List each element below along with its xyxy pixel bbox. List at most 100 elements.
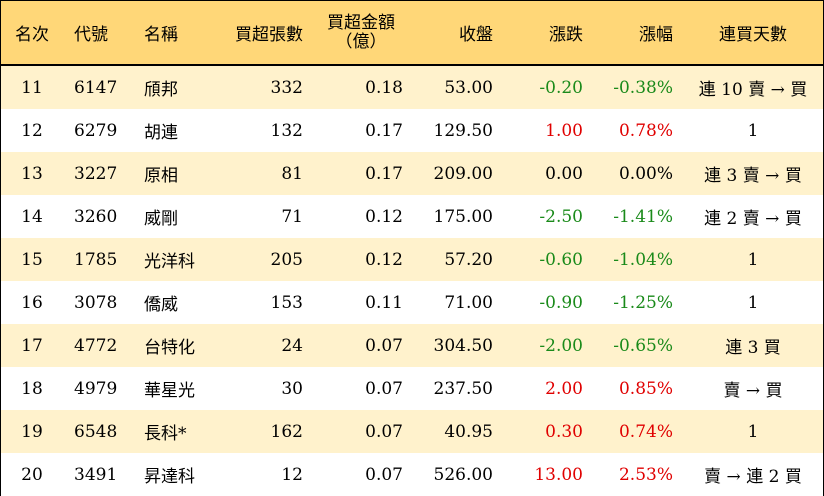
table-row: 20 3491 昇達科 12 0.07 526.00 13.00 2.53% 賣 → 連 2 買 xyxy=(1,453,823,496)
table-row: 15 1785 光洋科 205 0.12 57.20 -0.60 -1.04% 1 xyxy=(1,238,823,281)
change-pct-cell: -0.38% xyxy=(613,77,673,98)
close-cell: 71.00 xyxy=(444,292,493,313)
close-cell: 526.00 xyxy=(433,464,493,485)
close-cell: 57.20 xyxy=(444,249,493,270)
header-rank: 名次 xyxy=(15,25,49,45)
net-buy-lots-cell: 162 xyxy=(270,421,303,442)
header-net-buy-lots: 買超張數 xyxy=(235,25,303,45)
header-net-buy-amount-line1: 買超金額 xyxy=(327,12,395,33)
change-cell: 13.00 xyxy=(534,464,583,485)
table-row: 16 3078 僑威 153 0.11 71.00 -0.90 -1.25% 1 xyxy=(1,281,823,324)
change-pct-cell: -1.04% xyxy=(613,249,673,270)
rank-cell: 12 xyxy=(21,120,43,141)
change-pct-cell: -0.65% xyxy=(613,335,673,356)
net-buy-amount-cell: 0.12 xyxy=(365,206,403,227)
consecutive-days-cell: 1 xyxy=(747,249,759,270)
name-cell: 胡連 xyxy=(144,123,178,143)
table-row: 14 3260 威剛 71 0.12 175.00 -2.50 -1.41% 連 2 賣 → 買 xyxy=(1,195,823,238)
net-buy-amount-cell: 0.17 xyxy=(365,163,403,184)
consecutive-days-cell: 賣 → 買 xyxy=(723,381,783,401)
consecutive-days-cell: 連 10 賣 → 買 xyxy=(698,80,808,100)
net-buy-amount-cell: 0.07 xyxy=(365,335,403,356)
close-cell: 304.50 xyxy=(433,335,493,356)
change-cell: 0.30 xyxy=(545,421,583,442)
code-cell: 6548 xyxy=(74,421,118,442)
name-cell: 昇達科 xyxy=(144,467,195,487)
net-buy-amount-cell: 0.07 xyxy=(365,464,403,485)
header-code: 代號 xyxy=(74,25,108,45)
consecutive-days-cell: 連 3 賣 → 買 xyxy=(704,166,802,186)
change-pct-cell: 0.74% xyxy=(618,421,673,442)
table-row: 11 6147 頎邦 332 0.18 53.00 -0.20 -0.38% 連 10 賣 → … xyxy=(1,66,823,109)
header-consecutive-days: 連買天數 xyxy=(719,25,787,45)
net-buy-amount-cell: 0.12 xyxy=(365,249,403,270)
change-pct-cell: 2.53% xyxy=(618,464,673,485)
net-buy-lots-cell: 12 xyxy=(281,464,303,485)
header-change: 漲跌 xyxy=(549,25,583,45)
net-buy-lots-cell: 71 xyxy=(281,206,303,227)
net-buy-lots-cell: 153 xyxy=(270,292,303,313)
rank-cell: 19 xyxy=(21,421,43,442)
name-cell: 台特化 xyxy=(144,338,195,358)
name-cell: 光洋科 xyxy=(144,252,195,272)
code-cell: 4979 xyxy=(74,378,118,399)
name-cell: 長科* xyxy=(144,424,187,444)
consecutive-days-cell: 1 xyxy=(747,120,759,141)
net-buy-amount-cell: 0.11 xyxy=(365,292,403,313)
net-buy-lots-cell: 24 xyxy=(281,335,303,356)
header-net-buy-amount: 買超金額 （億） xyxy=(315,1,407,64)
close-cell: 53.00 xyxy=(444,77,493,98)
header-name: 名稱 xyxy=(144,25,178,45)
rank-cell: 11 xyxy=(21,77,43,98)
net-buy-lots-cell: 81 xyxy=(281,163,303,184)
consecutive-days-cell: 1 xyxy=(747,292,759,313)
rank-cell: 14 xyxy=(21,206,43,227)
rank-cell: 17 xyxy=(21,335,43,356)
code-cell: 4772 xyxy=(74,335,118,356)
code-cell: 6279 xyxy=(74,120,118,141)
rank-cell: 18 xyxy=(21,378,43,399)
code-cell: 3260 xyxy=(74,206,118,227)
change-cell: 0.00 xyxy=(545,163,583,184)
rank-cell: 16 xyxy=(21,292,43,313)
net-buy-lots-cell: 132 xyxy=(270,120,303,141)
net-buy-amount-cell: 0.18 xyxy=(365,77,403,98)
code-cell: 1785 xyxy=(74,249,118,270)
net-buy-lots-cell: 205 xyxy=(270,249,303,270)
close-cell: 40.95 xyxy=(444,421,493,442)
change-pct-cell: -1.25% xyxy=(613,292,673,313)
net-buy-lots-cell: 30 xyxy=(281,378,303,399)
table-header: 名次 代號 名稱 買超張數 買超金額 （億） 收盤 漲跌 漲幅 連買天數 xyxy=(1,1,823,66)
name-cell: 僑威 xyxy=(144,295,178,315)
change-cell: -0.90 xyxy=(539,292,583,313)
change-cell: 2.00 xyxy=(545,378,583,399)
rank-cell: 20 xyxy=(21,464,43,485)
close-cell: 237.50 xyxy=(433,378,493,399)
table-row: 12 6279 胡連 132 0.17 129.50 1.00 0.78% 1 xyxy=(1,109,823,152)
change-cell: -0.20 xyxy=(539,77,583,98)
change-pct-cell: 0.78% xyxy=(618,120,673,141)
consecutive-days-cell: 1 xyxy=(747,421,759,442)
name-cell: 華星光 xyxy=(144,381,195,401)
header-close: 收盤 xyxy=(459,25,493,45)
code-cell: 3078 xyxy=(74,292,118,313)
code-cell: 6147 xyxy=(74,77,118,98)
rank-cell: 13 xyxy=(21,163,43,184)
change-cell: -0.60 xyxy=(539,249,583,270)
name-cell: 威剛 xyxy=(144,209,178,229)
consecutive-days-cell: 連 3 買 xyxy=(725,338,781,358)
net-buy-lots-cell: 332 xyxy=(270,77,303,98)
name-cell: 原相 xyxy=(144,166,178,186)
change-cell: -2.50 xyxy=(539,206,583,227)
table-row: 19 6548 長科* 162 0.07 40.95 0.30 0.74% 1 xyxy=(1,410,823,453)
change-pct-cell: 0.85% xyxy=(618,378,673,399)
consecutive-days-cell: 賣 → 連 2 買 xyxy=(704,467,802,487)
code-cell: 3227 xyxy=(74,163,118,184)
net-buy-amount-cell: 0.17 xyxy=(365,120,403,141)
net-buy-amount-cell: 0.07 xyxy=(365,421,403,442)
change-cell: -2.00 xyxy=(539,335,583,356)
close-cell: 175.00 xyxy=(433,206,493,227)
change-cell: 1.00 xyxy=(545,120,583,141)
header-change-pct: 漲幅 xyxy=(639,25,673,45)
